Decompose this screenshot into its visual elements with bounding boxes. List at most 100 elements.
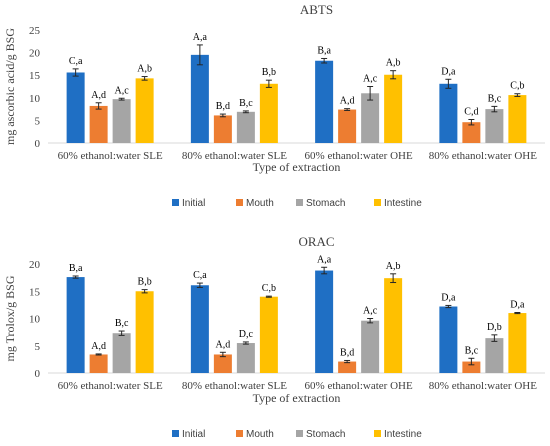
abts-chart: ABTS 0 5 10 15 20 25 mg ascorbic acid/g BSG 60% … — [3, 2, 545, 209]
legend-label: Stomach — [306, 429, 345, 440]
data-label: A,a — [193, 32, 208, 43]
bar — [112, 333, 131, 373]
y-tick-label: 0 — [35, 138, 41, 150]
bar — [213, 354, 232, 373]
data-label: D,a — [441, 66, 456, 77]
bar — [236, 111, 255, 143]
legend-swatch — [236, 199, 243, 206]
legend-label: Initial — [182, 198, 205, 209]
legend-label: Stomach — [306, 198, 345, 209]
bar — [439, 83, 458, 143]
bar — [508, 95, 527, 143]
bar — [112, 99, 131, 143]
x-category-label: 60% ethanol:water OHE — [305, 150, 413, 162]
bar — [66, 277, 85, 373]
bar — [462, 361, 481, 373]
legend-label: Mouth — [246, 198, 274, 209]
data-label: A,c — [115, 85, 130, 96]
data-label: A,b — [386, 58, 401, 69]
data-label: B,c — [465, 345, 479, 356]
data-label: A,d — [91, 90, 106, 101]
legend-label: Initial — [182, 429, 205, 440]
y-tick-label: 15 — [29, 70, 41, 82]
y-tick-label: 10 — [29, 93, 41, 105]
data-label: C,a — [69, 56, 83, 67]
data-label: B,b — [138, 277, 152, 288]
bar — [485, 338, 504, 373]
bar — [259, 296, 278, 373]
data-label: B,c — [488, 93, 502, 104]
data-label: B,b — [262, 67, 276, 78]
data-label: C,d — [464, 106, 478, 117]
legend-swatch — [236, 430, 243, 437]
x-category-label: 80% ethanol:water OHE — [429, 150, 537, 162]
data-label: C,b — [510, 81, 524, 92]
bar — [508, 313, 527, 373]
legend-swatch — [172, 430, 179, 437]
data-label: B,a — [69, 263, 83, 274]
x-axis-label: Type of extraction — [253, 391, 341, 405]
bar — [485, 109, 504, 143]
bar — [213, 115, 232, 143]
y-tick-label: 15 — [29, 286, 41, 298]
data-label: B,a — [317, 45, 331, 56]
bar — [315, 270, 334, 373]
legend-label: Intestine — [384, 198, 422, 209]
y-tick-label: 20 — [29, 48, 41, 60]
bar — [236, 343, 255, 373]
bar — [259, 83, 278, 143]
y-tick-label: 20 — [29, 259, 41, 271]
chart-title: ORAC — [298, 234, 334, 249]
data-label: C,b — [262, 283, 276, 294]
x-category-label: 60% ethanol:water OHE — [305, 380, 413, 392]
x-category-label: 60% ethanol:water SLE — [58, 380, 163, 392]
bar — [89, 354, 108, 373]
y-tick-label: 0 — [35, 368, 41, 380]
bar — [338, 109, 357, 143]
data-label: B,d — [216, 101, 230, 112]
y-axis-label: mg Trolox/g BSG — [3, 275, 17, 361]
bar — [135, 78, 154, 143]
legend-label: Intestine — [384, 429, 422, 440]
legend-swatch — [374, 430, 381, 437]
x-category-label: 80% ethanol:water SLE — [182, 150, 287, 162]
data-label: D,a — [510, 300, 525, 311]
legend-swatch — [374, 199, 381, 206]
data-label: B,d — [340, 347, 354, 358]
data-label: B,c — [239, 98, 253, 109]
legend-swatch — [296, 199, 303, 206]
data-label: A,d — [216, 339, 231, 350]
data-label: D,b — [487, 322, 502, 333]
legend-label: Mouth — [246, 429, 274, 440]
x-axis-label: Type of extraction — [253, 160, 341, 174]
data-label: A,b — [386, 261, 401, 272]
legend-swatch — [172, 199, 179, 206]
bar — [338, 361, 357, 373]
y-axis-label: mg ascorbic acid/g BSG — [3, 28, 17, 145]
x-category-label: 60% ethanol:water SLE — [58, 150, 163, 162]
y-tick-label: 5 — [35, 115, 41, 127]
y-tick-label: 25 — [29, 25, 41, 37]
bar — [89, 105, 108, 143]
bar — [384, 278, 403, 373]
x-category-label: 80% ethanol:water OHE — [429, 380, 537, 392]
data-label: B,c — [115, 318, 129, 329]
orac-chart: ORAC 0 5 10 15 20 mg Trolox/g BSG 60% ethanol:w… — [3, 234, 545, 440]
data-label: A,c — [363, 306, 378, 317]
legend-swatch — [296, 430, 303, 437]
data-label: D,c — [239, 329, 254, 340]
data-label: D,a — [441, 292, 456, 303]
y-tick-label: 5 — [35, 341, 41, 353]
bar — [315, 60, 334, 143]
bar — [135, 291, 154, 373]
bar — [361, 320, 380, 373]
data-label: A,c — [363, 74, 378, 85]
data-label: A,a — [317, 254, 332, 265]
data-label: A,b — [137, 64, 152, 75]
bar — [190, 54, 209, 143]
bar — [66, 72, 85, 143]
bar — [439, 306, 458, 373]
bar — [384, 74, 403, 143]
data-label: C,a — [193, 270, 207, 281]
